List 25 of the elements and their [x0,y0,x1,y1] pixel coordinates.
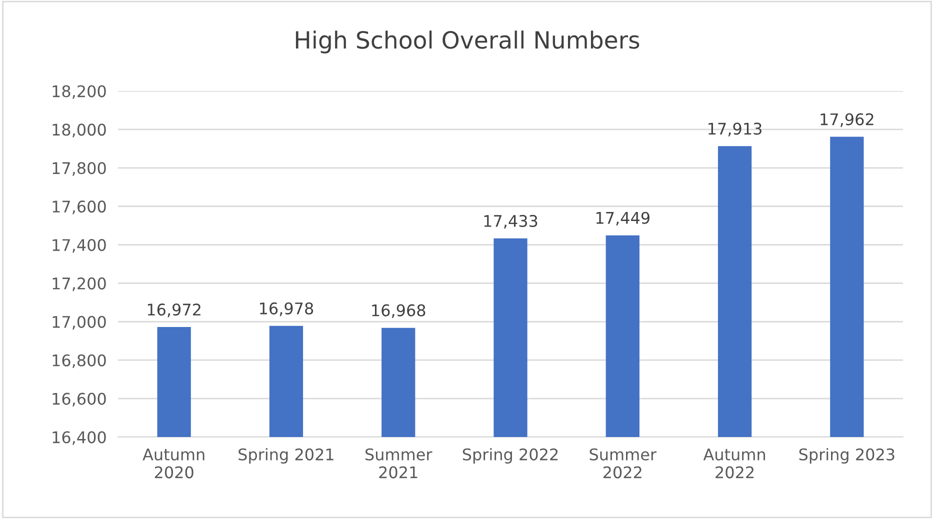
data-label: 16,972 [148,304,200,318]
y-tick-label: 17,400 [52,238,106,253]
x-tick-label: Autumn 2020 [142,448,204,478]
x-tick-label: Spring 2022 [462,448,558,464]
y-tick-label: 17,200 [52,277,106,292]
y-tick-label: 16,600 [52,392,106,406]
data-label: 16,968 [372,304,426,318]
x-tick-label: Spring 2021 [238,448,334,464]
y-tick-label: 18,200 [52,85,106,99]
data-label: 17,962 [820,113,874,127]
x-tick-label: Summer 2022 [590,448,657,478]
y-tick-label: 16,800 [52,354,106,368]
y-tick-label: 17,800 [52,162,106,176]
y-tick-label: 17,600 [52,200,106,214]
y-tick-label: 18,000 [52,124,106,138]
x-tick-label: Autumn 2022 [703,448,765,478]
x-tick-label: Spring 2023 [799,448,894,464]
y-tick-label: 16,400 [52,431,106,445]
data-label: 17,433 [484,214,538,229]
chart-title: High School Overall Numbers [296,30,640,54]
data-label: 17,449 [596,212,650,226]
data-label: 16,978 [260,302,314,316]
y-tick-label: 17,000 [52,316,106,330]
data-label: 17,913 [708,122,762,136]
x-tick-label: Summer 2021 [366,448,432,478]
